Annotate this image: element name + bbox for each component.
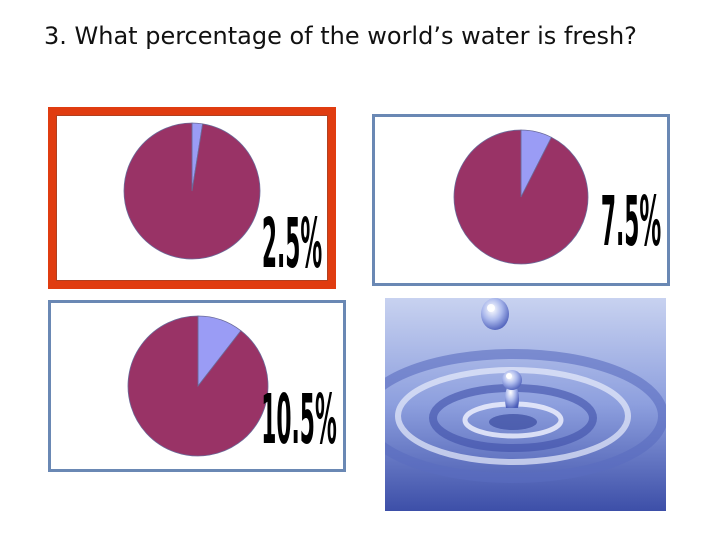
answer-option-2-5[interactable]: 2.5%	[48, 107, 336, 289]
pie-label-10-5: 10.5%	[261, 382, 337, 461]
pie-slice-other-water	[127, 315, 269, 457]
pie-chart-2-5: 2.5%	[123, 122, 322, 285]
pie-slice-other-water	[123, 122, 261, 260]
pie-chart-10-5: 10.5%	[127, 315, 337, 461]
pie-label-2-5: 2.5%	[262, 206, 322, 285]
pie-slice-other-water	[453, 129, 589, 265]
question-title: 3. What percentage of the world’s water …	[44, 22, 637, 50]
pie-label-7-5: 7.5%	[601, 184, 661, 263]
water-drop-picture	[385, 298, 666, 511]
water-drop-image	[385, 298, 666, 511]
answer-option-7-5[interactable]: 7.5%	[372, 114, 670, 286]
answer-option-10-5[interactable]: 10.5%	[48, 300, 346, 472]
pie-chart-7-5: 7.5%	[453, 129, 661, 265]
